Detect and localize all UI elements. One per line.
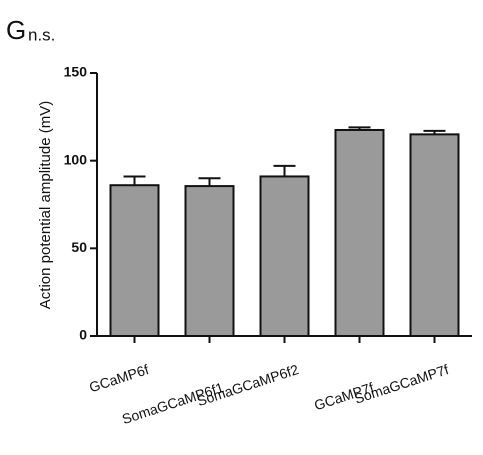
y-tick-label: 50 (71, 239, 87, 255)
x-tick-label: GCaMP6f (87, 361, 151, 395)
error-bar (198, 177, 221, 187)
y-tick-label: 0 (79, 327, 87, 343)
panel-label: G (6, 15, 26, 45)
error-bar (348, 126, 371, 130)
bar (109, 184, 160, 337)
error-bar (273, 164, 296, 177)
bar (409, 133, 460, 337)
error-bar (123, 175, 146, 186)
annotation: n.s. (28, 25, 55, 44)
y-tick-label: 100 (64, 151, 88, 167)
y-tick-label: 150 (64, 64, 88, 80)
bar (184, 185, 235, 337)
error-bar (423, 129, 446, 135)
bar (334, 128, 385, 337)
y-axis-label: Action potential amplitude (mV) (37, 101, 54, 309)
bar (259, 175, 310, 337)
